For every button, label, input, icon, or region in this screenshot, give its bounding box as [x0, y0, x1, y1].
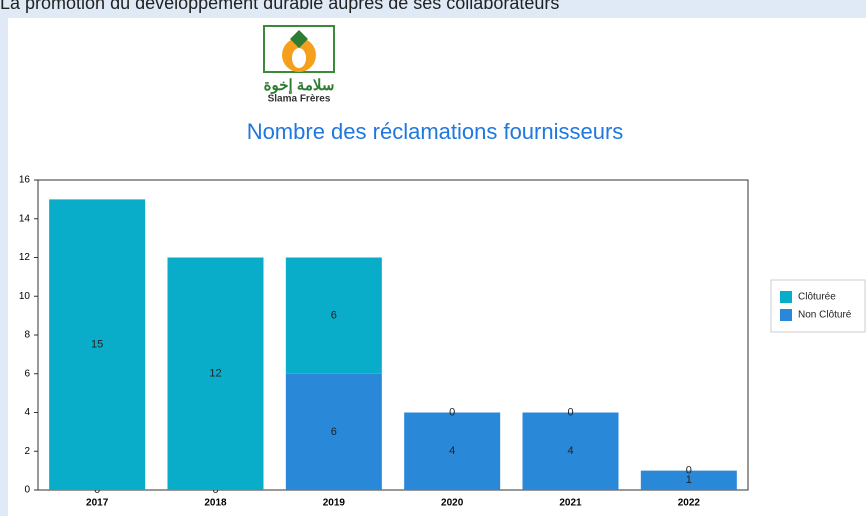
- bar-segment: [640, 470, 737, 490]
- y-tick-label: 16: [19, 175, 31, 186]
- bar-segment: [285, 257, 382, 374]
- value-label: 15: [91, 339, 103, 351]
- x-tick-label: 2020: [441, 498, 464, 509]
- logo-diamond: [290, 30, 308, 48]
- bar-segment: [49, 199, 146, 490]
- value-label: 6: [331, 310, 337, 322]
- legend-swatch: [780, 309, 792, 321]
- value-label: 0: [449, 406, 455, 418]
- x-tick-label: 2022: [678, 498, 701, 509]
- x-tick-label: 2017: [86, 498, 109, 509]
- y-tick-label: 10: [19, 291, 31, 302]
- header-text: La promotion du développement durable au…: [0, 0, 559, 13]
- x-tick-label: 2018: [204, 498, 227, 509]
- y-tick-label: 6: [24, 368, 30, 379]
- value-label: 0: [686, 465, 692, 477]
- bar-segment: [167, 257, 264, 490]
- logo-latin: Slama Frères: [268, 94, 331, 105]
- legend-box: [770, 279, 866, 333]
- y-tick-label: 8: [24, 330, 30, 341]
- value-label: 4: [449, 445, 455, 457]
- y-tick-label: 4: [24, 407, 30, 418]
- bar-segment: [522, 412, 619, 490]
- logo: سلامة إخوة Slama Frères: [263, 25, 335, 105]
- y-tick-label: 14: [19, 213, 31, 224]
- value-label: 1: [686, 474, 692, 486]
- bar-segment: [285, 373, 382, 490]
- value-label: 12: [209, 368, 221, 380]
- x-tick-label: 2019: [323, 498, 346, 509]
- legend-label: Non Clôturé: [798, 310, 852, 321]
- logo-arabic: سلامة إخوة: [264, 77, 335, 94]
- value-label: 6: [331, 426, 337, 438]
- y-tick-label: 12: [19, 252, 31, 263]
- logo-hole: [292, 48, 306, 68]
- value-label: 4: [567, 445, 573, 457]
- legend-label: Clôturée: [798, 292, 836, 303]
- x-tick-label: 2021: [559, 498, 582, 509]
- y-tick-label: 2: [24, 446, 30, 457]
- bar-segment: [404, 412, 501, 490]
- value-label: 0: [567, 406, 573, 418]
- y-tick-label: 0: [24, 485, 30, 496]
- chart-title: Nombre des réclamations fournisseurs: [247, 119, 624, 144]
- legend-swatch: [780, 291, 792, 303]
